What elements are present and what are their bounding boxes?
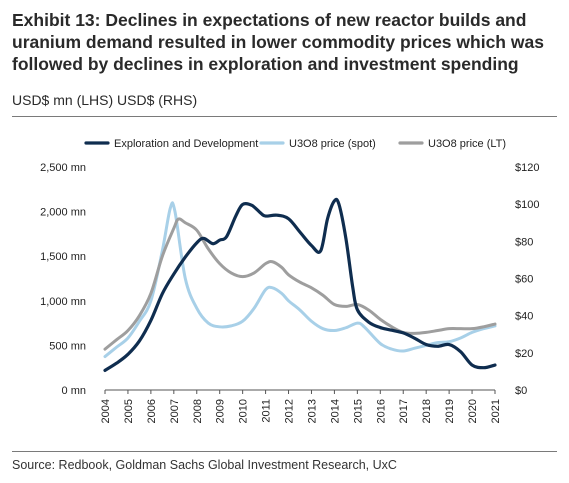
x-tick-label: 2016: [375, 399, 387, 423]
left-tick-label: 1,500 mn: [40, 251, 86, 263]
right-tick-label: $0: [515, 385, 527, 397]
x-tick-label: 2010: [238, 399, 250, 423]
x-tick-label: 2011: [261, 399, 273, 423]
series-line-exploration-and-development: [103, 197, 497, 372]
series-line-u3o8-price-lt: [103, 217, 497, 351]
left-axis: 0 mn 500 mn 1,000 mn 1,500 mn 2,000 mn 2,500 …: [40, 162, 86, 397]
x-tick-label: 2007: [169, 399, 181, 423]
chart-title: Exhibit 13: Declines in expectations of …: [12, 10, 544, 74]
x-tick-label: 2019: [444, 399, 456, 423]
x-tick-label: 2018: [421, 399, 433, 423]
x-tick-label: 2012: [284, 399, 296, 423]
x-tick-label: 2021: [490, 399, 502, 423]
left-tick-label: 500 mn: [49, 340, 86, 352]
right-tick-label: $80: [515, 236, 533, 248]
x-tick-label: 2004: [100, 399, 112, 423]
x-tick-label: 2014: [329, 399, 341, 423]
x-tick-label: 2009: [215, 399, 227, 423]
chart-subtitle: USD$ mn (LHS) USD$ (RHS): [12, 92, 198, 108]
right-tick-label: $20: [515, 348, 533, 360]
x-tick-label: 2005: [123, 399, 135, 423]
left-tick-label: 0 mn: [62, 385, 86, 397]
series-line-u3o8-price-spot: [103, 201, 497, 359]
x-tick-label: 2015: [352, 399, 364, 423]
left-tick-label: 2,000 mn: [40, 207, 86, 219]
right-tick-label: $60: [515, 274, 533, 286]
left-tick-label: 2,500 mn: [40, 162, 86, 174]
x-axis: 2004 2005 2006 2007 2008 2009 2010 2011 2012 2013…: [100, 389, 502, 423]
legend-label: U3O8 price (LT): [428, 138, 506, 150]
right-tick-label: $120: [515, 162, 539, 174]
left-tick-label: 1,000 mn: [40, 296, 86, 308]
right-tick-label: $100: [515, 199, 539, 211]
legend-label: Exploration and Development: [114, 138, 258, 150]
right-axis: $0 $20 $40 $60 $80 $100 $120: [515, 162, 539, 397]
x-tick-label: 2020: [467, 399, 479, 423]
chart-legend: Exploration and Development U3O8 price (s…: [84, 138, 506, 150]
x-tick-label: 2013: [306, 399, 318, 423]
title-divider: [12, 116, 557, 117]
footer-divider: [12, 451, 557, 452]
x-tick-label: 2006: [146, 399, 158, 423]
x-tick-label: 2017: [398, 399, 410, 423]
legend-label: U3O8 price (spot): [289, 138, 376, 150]
x-tick-label: 2008: [192, 399, 204, 423]
source-note: Source: Redbook, Goldman Sachs Global In…: [12, 458, 397, 472]
right-tick-label: $40: [515, 311, 533, 323]
chart-series: [103, 197, 497, 372]
